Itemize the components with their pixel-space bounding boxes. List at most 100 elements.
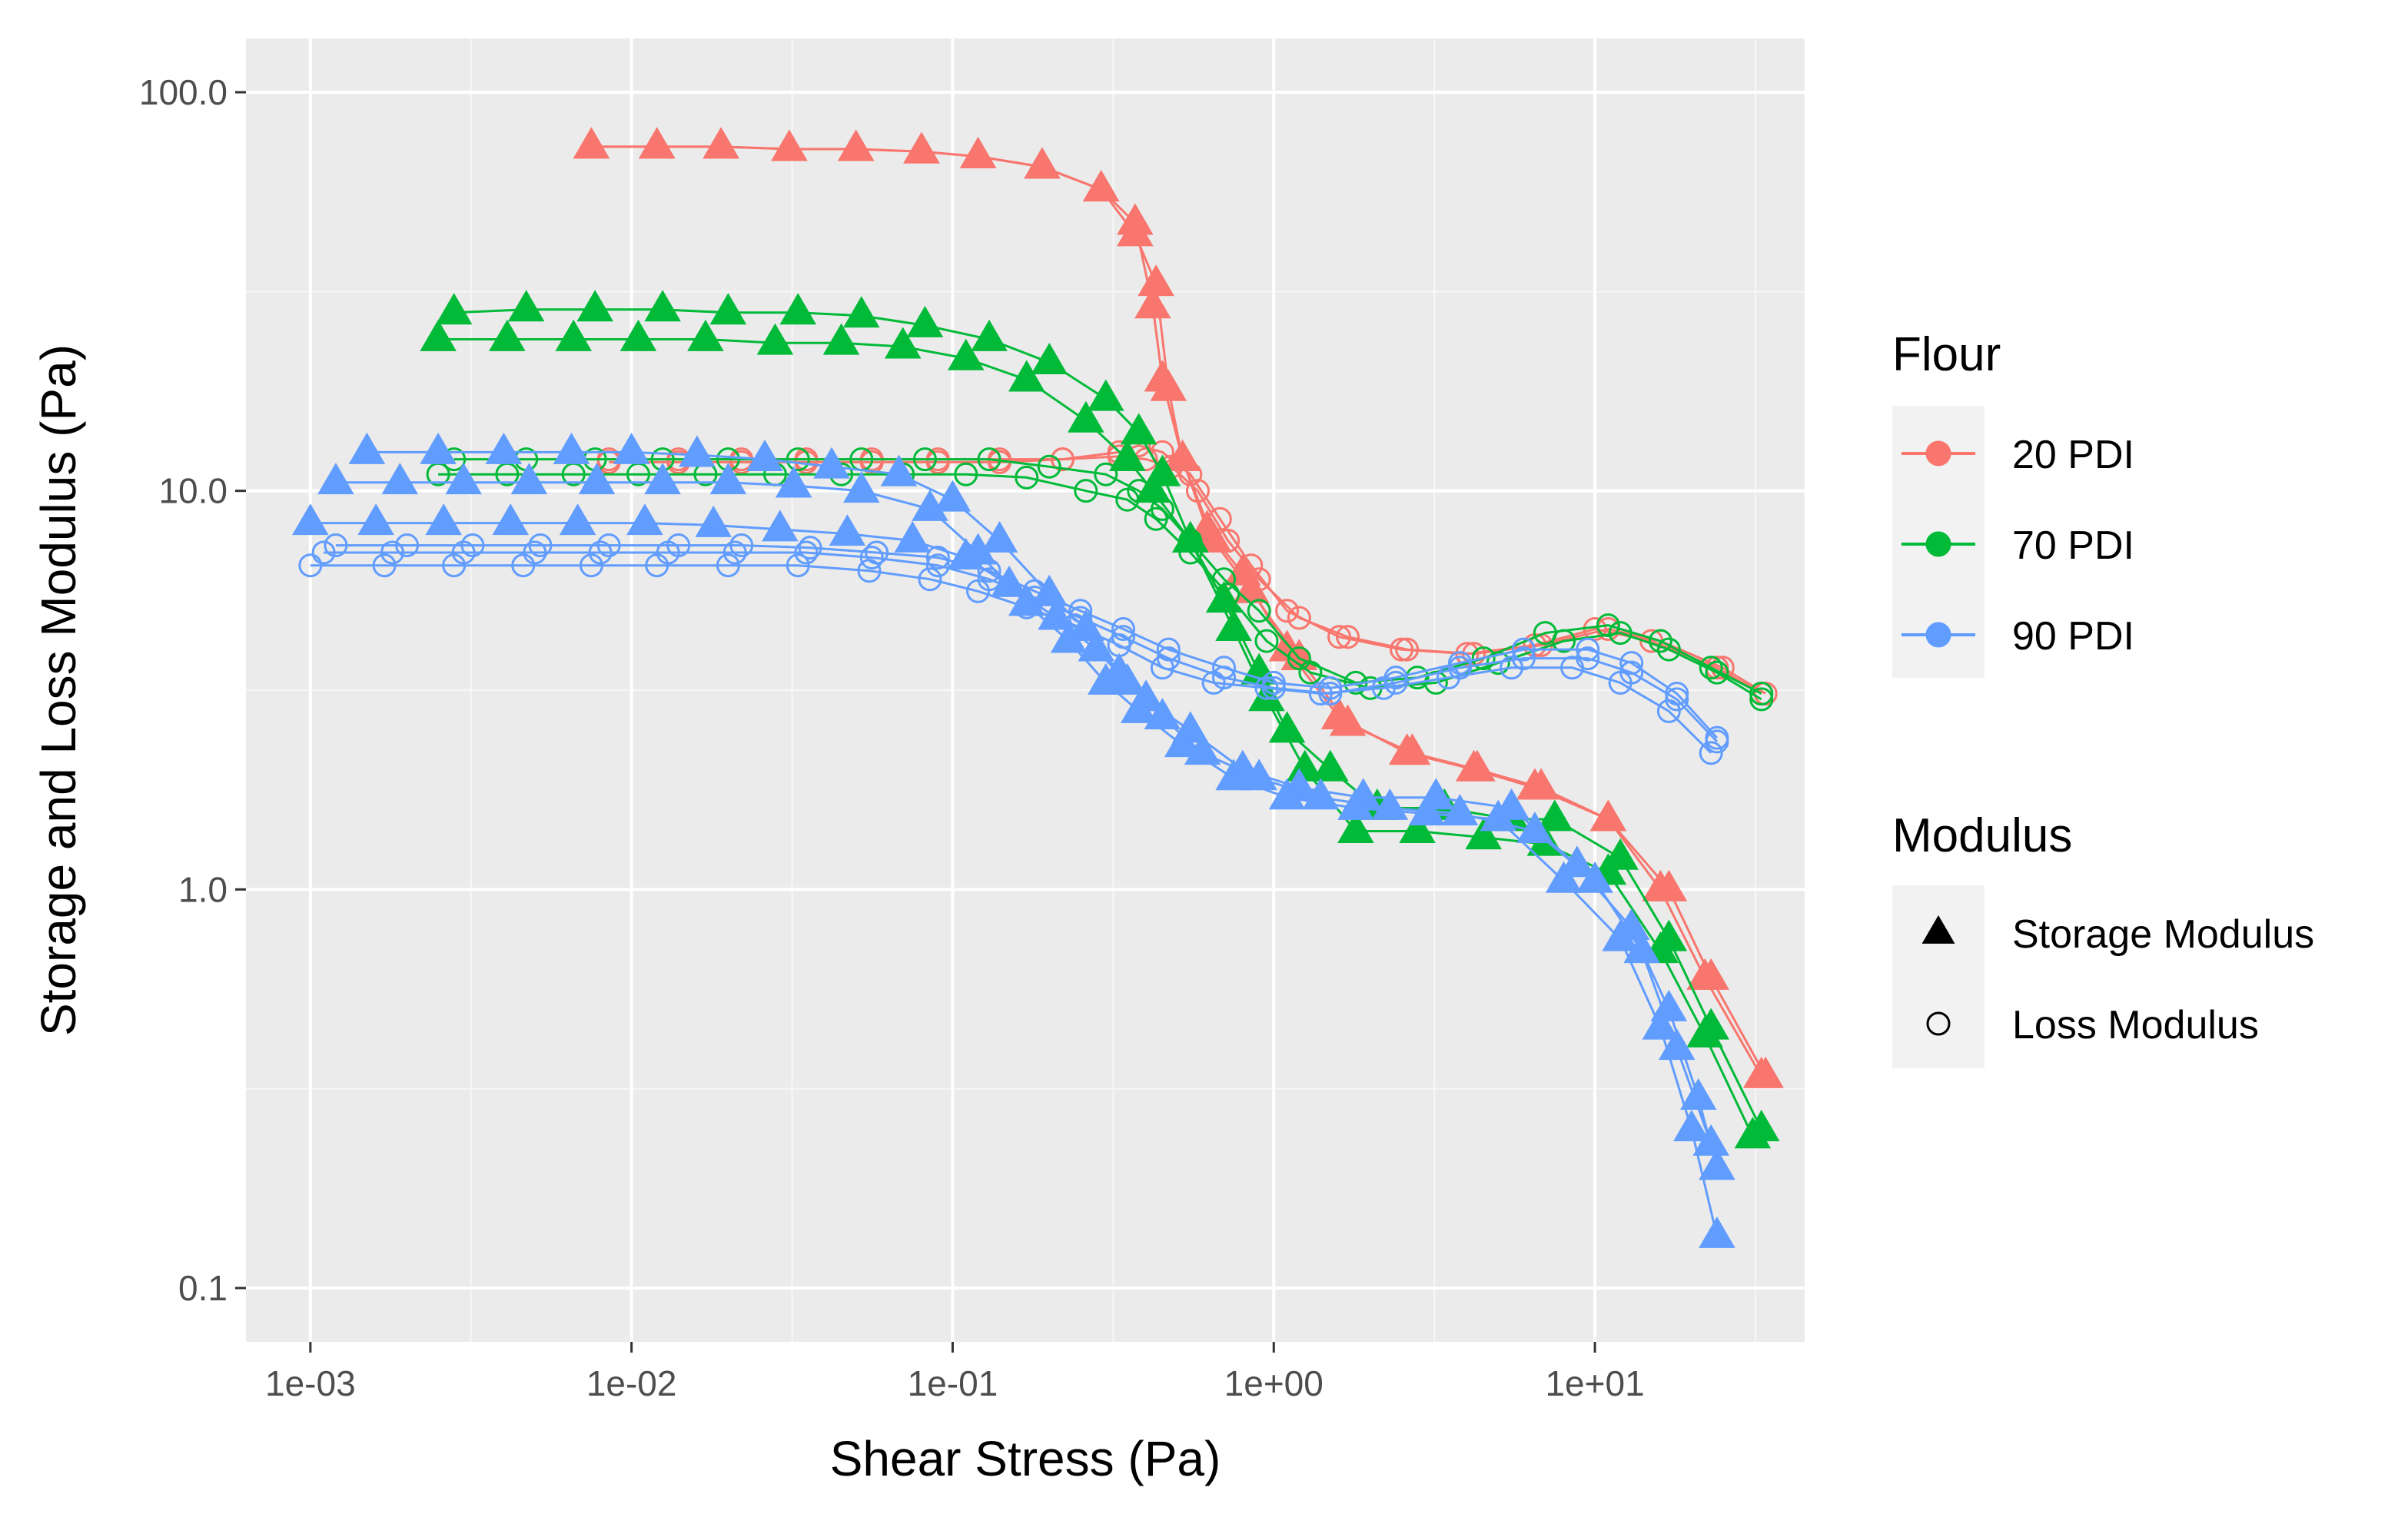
data-point-circle [1576, 637, 1600, 662]
data-point-circle [1094, 462, 1118, 486]
data-point-circle [1576, 646, 1600, 671]
data-point-triangle [357, 503, 394, 536]
data-point-circle [1511, 646, 1536, 671]
data-point-triangle [510, 463, 548, 495]
data-point-circle [596, 533, 621, 558]
data-point-circle [1500, 656, 1524, 680]
data-point-circle [977, 559, 1001, 583]
data-point-circle [1318, 681, 1343, 706]
data-point-circle [372, 553, 397, 578]
data-point-triangle [292, 503, 329, 536]
data-point-circle [395, 533, 420, 558]
data-point-circle [786, 553, 810, 578]
y-tick-label: 1.0 [178, 869, 228, 909]
data-point-circle [1287, 606, 1311, 630]
data-point-triangle [843, 471, 880, 503]
data-point-triangle [1120, 691, 1158, 723]
data-point-circle [1261, 670, 1286, 695]
data-point-triangle [489, 319, 526, 351]
data-series [292, 127, 1784, 1248]
data-point-triangle [1465, 818, 1502, 850]
data-point-triangle [843, 296, 880, 328]
data-point-triangle [1734, 1117, 1772, 1149]
data-point-triangle [709, 293, 747, 325]
data-point-triangle [1268, 711, 1306, 743]
data-point-triangle [906, 305, 944, 337]
series-90-pdi-storage [292, 503, 1729, 1156]
legend-modulus-keys-bg [1892, 885, 1985, 1068]
data-point-circle [1068, 606, 1093, 630]
data-point-triangle [420, 432, 457, 464]
data-point-circle [1074, 479, 1098, 503]
data-point-triangle [613, 432, 650, 464]
data-point-circle [588, 540, 613, 565]
data-point-triangle [709, 463, 747, 495]
data-point-triangle [578, 463, 616, 495]
data-point-circle [1111, 625, 1136, 649]
data-point-circle [1383, 670, 1408, 695]
data-point-circle [1037, 454, 1061, 479]
data-point-triangle [1650, 869, 1688, 901]
data-point-circle [954, 462, 978, 486]
legend-flour-title: Flour [1892, 328, 2001, 381]
data-point-triangle [1699, 1216, 1735, 1248]
data-point-triangle [903, 131, 940, 164]
data-point-triangle [762, 510, 799, 542]
data-point-triangle [638, 127, 676, 159]
data-point-circle [1395, 637, 1420, 662]
y-tick-label: 100.0 [139, 72, 228, 112]
data-point-triangle [559, 503, 596, 536]
data-point-circle [1275, 599, 1300, 623]
data-point-circle [460, 533, 485, 558]
data-point-circle [1022, 579, 1047, 603]
data-point-triangle [1623, 931, 1660, 964]
data-point-triangle [1536, 799, 1573, 832]
data-point-triangle [880, 454, 918, 486]
data-point-triangle [1144, 698, 1181, 730]
major-gridlines [246, 38, 1805, 1342]
data-point-circle [925, 553, 950, 578]
data-point-circle [579, 553, 603, 578]
x-tick-label: 1e-01 [908, 1363, 998, 1403]
data-point-triangle [1371, 788, 1409, 820]
data-point-circle [786, 447, 810, 472]
data-point-triangle [1031, 574, 1068, 606]
data-point-circle [1383, 666, 1408, 690]
data-point-triangle [1699, 1148, 1735, 1180]
data-point-circle [1254, 629, 1279, 653]
data-point-circle [1144, 506, 1168, 531]
legend: Flour 20 PDI 70 PDI 90 PDI Modulus Storage… [1892, 328, 2314, 1068]
data-point-triangle [1576, 861, 1613, 893]
data-point-triangle [679, 435, 716, 467]
series-line [438, 473, 1762, 701]
series-line [310, 564, 1712, 754]
data-point-triangle [1134, 287, 1171, 319]
data-point-triangle [829, 514, 866, 546]
data-point-circle [912, 447, 937, 472]
data-point-triangle [837, 129, 875, 161]
data-point-triangle [1516, 811, 1553, 843]
data-point-triangle [425, 503, 462, 536]
y-axis-title: Storage and Loss Modulus (Pa) [31, 344, 86, 1036]
data-point-triangle [445, 463, 482, 495]
legend-label: 70 PDI [2012, 523, 2134, 568]
legend-item-90-pdi: 90 PDI [1901, 614, 2134, 659]
data-point-triangle [1312, 749, 1349, 782]
x-axis-title: Shear Stress (Pa) [830, 1431, 1221, 1486]
data-point-circle [1336, 625, 1360, 649]
data-point-triangle [420, 319, 457, 351]
data-point-circle [1022, 585, 1047, 609]
data-point-triangle [1523, 768, 1559, 800]
data-point-circle [1511, 637, 1536, 662]
axis-ticks: 1e-03 1e-02 1e-01 1e+00 1e+01 0.1 1.0 10.0 100.0 [139, 72, 1645, 1403]
data-point-triangle [1302, 778, 1340, 810]
data-point-triangle [1082, 170, 1120, 202]
data-point-triangle [1337, 811, 1374, 843]
data-point-triangle [1150, 369, 1187, 401]
data-point-triangle [912, 489, 948, 521]
legend-key-dot [1925, 531, 1951, 557]
legend-key-dot [1925, 440, 1951, 466]
data-point-triangle [1329, 704, 1367, 736]
data-point-circle [1552, 629, 1576, 653]
